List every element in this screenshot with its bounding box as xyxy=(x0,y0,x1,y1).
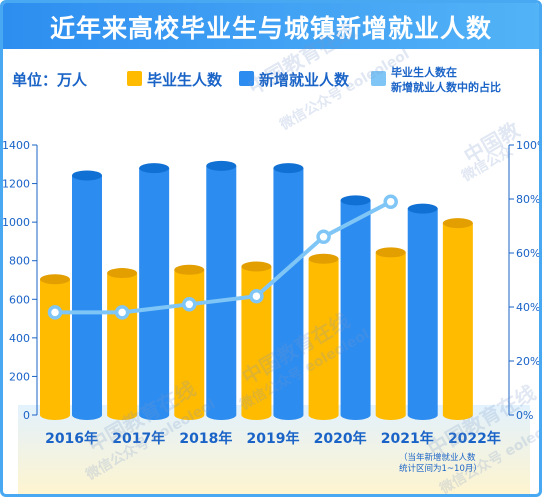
y-right-tick-label: 100% xyxy=(516,139,542,152)
bar-new-jobs-base xyxy=(273,410,304,420)
y-left-tick-label: 800 xyxy=(9,255,30,268)
legend-label-ratio-line2: 新增就业人数中的占比 xyxy=(391,81,501,94)
x-axis-labels: 2016年 2017年 2018年 2019年 2020年 2021年 2022年 xyxy=(45,430,501,447)
bar-new-jobs xyxy=(407,203,438,420)
bar-graduates-body xyxy=(40,279,70,415)
bar-new-jobs xyxy=(273,163,304,420)
bar-new-jobs-top xyxy=(206,160,237,171)
bar-new-jobs-body xyxy=(340,200,371,415)
legend-swatch-graduates xyxy=(127,71,142,86)
x-tick-label: 2017年 xyxy=(112,430,165,447)
bar-graduates-body xyxy=(308,258,339,415)
bar-new-jobs xyxy=(72,170,102,420)
x-tick-label: 2020年 xyxy=(314,430,367,447)
bar-new-jobs-top xyxy=(139,163,170,174)
y-right-tick-label: 20% xyxy=(516,355,540,368)
chart-canvas: 0 200 400 600 800 1000 1200 1400 0% 20% 40% 60% 80%… xyxy=(3,139,542,494)
legend-label-graduates: 毕业生人数 xyxy=(147,71,223,89)
bar-new-jobs-base xyxy=(72,410,102,420)
x-tick-label: 2022年 xyxy=(448,430,501,447)
bars-group xyxy=(40,160,473,420)
y-right-tick-label: 40% xyxy=(516,301,540,314)
bar-new-jobs-body xyxy=(273,168,304,415)
bar-new-jobs xyxy=(206,160,237,420)
y-left-tick-label: 1200 xyxy=(3,178,30,191)
bar-graduates-top xyxy=(107,268,138,279)
y-right-tick-label: 80% xyxy=(516,193,540,206)
ratio-point xyxy=(383,194,398,209)
chart-title: 近年来高校毕业生与城镇新增就业人数 xyxy=(49,14,492,43)
bar-graduates-base xyxy=(107,410,138,420)
bar-new-jobs-body xyxy=(72,175,102,415)
bar-graduates-top xyxy=(241,261,272,272)
y-axis-right: 0% 20% 40% 60% 80% 100% xyxy=(508,139,542,422)
bar-new-jobs xyxy=(139,163,170,420)
footnote: （当年新增就业人数 统计区间为1~10月） xyxy=(399,453,489,475)
bar-graduates-body xyxy=(174,269,205,415)
bar-new-jobs-body xyxy=(407,208,438,415)
bar-new-jobs-body xyxy=(139,168,170,415)
bar-graduates-body xyxy=(107,273,138,415)
title-bar: 近年来高校毕业生与城镇新增就业人数 xyxy=(3,3,539,49)
bar-graduates xyxy=(308,253,339,420)
ratio-point xyxy=(249,288,264,304)
y-left-tick-label: 400 xyxy=(9,332,30,345)
bar-graduates-top xyxy=(442,218,473,229)
ratio-point xyxy=(47,305,63,320)
bar-new-jobs-top xyxy=(407,203,438,214)
footnote-line-2: 统计区间为1~10月） xyxy=(399,464,482,474)
chart-floor xyxy=(18,405,530,494)
bar-graduates-top xyxy=(174,264,205,275)
ratio-line-group xyxy=(47,194,398,320)
bar-graduates-base xyxy=(375,410,406,420)
bar-new-jobs-top xyxy=(340,195,371,206)
bar-graduates xyxy=(40,274,70,420)
y-left-tick-label: 1400 xyxy=(3,139,30,152)
bar-graduates-base xyxy=(174,410,205,420)
legend-label-ratio-line1: 毕业生人数在 xyxy=(391,66,457,79)
bar-graduates-top xyxy=(308,253,339,264)
x-tick-label: 2019年 xyxy=(247,430,300,447)
bar-new-jobs-body xyxy=(206,165,237,415)
bar-new-jobs-top xyxy=(72,170,102,181)
y-right-tick-label: 0% xyxy=(516,409,533,422)
bar-new-jobs-top xyxy=(273,163,304,174)
ratio-line xyxy=(55,199,392,315)
y-right-tick-label: 60% xyxy=(516,247,540,260)
ratio-point xyxy=(114,305,130,320)
y-left-tick-label: 0 xyxy=(23,409,30,422)
y-axis-left: 0 200 400 600 800 1000 1200 1400 xyxy=(3,139,38,422)
bar-graduates-base xyxy=(442,410,473,420)
ratio-point xyxy=(182,297,197,312)
bar-new-jobs-base xyxy=(139,410,170,420)
bar-graduates-body xyxy=(375,252,406,415)
legend-swatch-ratio xyxy=(371,71,386,86)
bar-graduates xyxy=(442,218,473,420)
legend-swatch-new-jobs xyxy=(239,71,254,86)
bar-new-jobs-base xyxy=(206,410,237,420)
bar-new-jobs-base xyxy=(340,410,371,420)
legend-label-new-jobs: 新增就业人数 xyxy=(259,71,350,89)
x-tick-label: 2018年 xyxy=(179,430,232,447)
ratio-point xyxy=(316,229,331,245)
unit-label: 单位：万人 xyxy=(12,71,88,89)
y-left-tick-label: 200 xyxy=(9,370,30,383)
bar-graduates-base xyxy=(40,410,70,420)
bar-graduates-body xyxy=(442,223,473,415)
bar-new-jobs-base xyxy=(407,410,438,420)
bar-new-jobs xyxy=(340,195,371,420)
y-left-tick-label: 1000 xyxy=(3,216,30,229)
bar-graduates xyxy=(107,268,138,420)
bar-graduates-base xyxy=(308,410,339,420)
y-left-tick-label: 600 xyxy=(9,293,30,306)
bar-graduates xyxy=(174,264,205,420)
bar-graduates-top xyxy=(40,274,70,285)
bar-graduates-base xyxy=(241,410,272,420)
bar-graduates-top xyxy=(375,247,406,258)
footnote-line-1: （当年新增就业人数 xyxy=(399,453,476,463)
bar-graduates xyxy=(375,247,406,420)
x-tick-label: 2021年 xyxy=(381,430,434,447)
x-tick-label: 2016年 xyxy=(45,430,98,447)
